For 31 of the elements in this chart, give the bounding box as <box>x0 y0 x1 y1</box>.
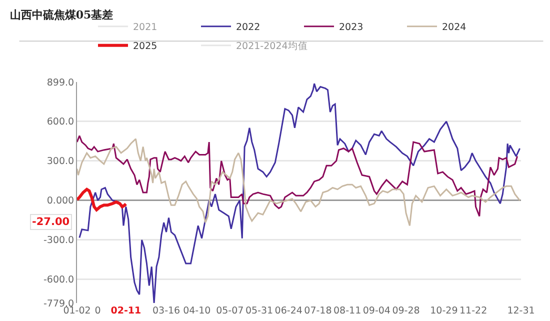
legend-label: 2023 <box>339 22 364 34</box>
x-tick-label: 01-02 <box>63 306 91 316</box>
x-tick-label: 0 <box>94 306 101 316</box>
x-tick-label: 02-11 <box>110 306 142 316</box>
legend-label: 2024 <box>442 22 466 34</box>
line-series <box>78 82 521 303</box>
y-tick-label: 899.0 <box>46 77 74 88</box>
legend-label: 2025 <box>133 41 158 52</box>
legend-label: 2021 <box>133 22 158 34</box>
y-tick-label: 300.0 <box>46 156 74 168</box>
x-tick-label: 08-11 <box>334 306 362 316</box>
line-series <box>77 188 128 212</box>
y-tick-label: 0.000 <box>46 196 74 207</box>
x-tick-label: 06-24 <box>274 306 302 316</box>
x-tick-label: 07-18 <box>304 306 332 316</box>
chart-title: 山西中硫焦煤05基差 <box>10 8 114 22</box>
legend-label: 2022 <box>236 22 260 34</box>
legend-label: 2021-2024均值 <box>236 40 308 52</box>
y-tick-label: -600.0 <box>43 274 74 286</box>
x-tick-label: 11-22 <box>459 306 488 316</box>
x-tick-label: 05-31 <box>245 306 274 316</box>
x-tick-label: 03-16 <box>152 306 180 316</box>
x-tick-label: 09-28 <box>392 306 420 316</box>
x-tick-label: 12-31 <box>507 306 535 316</box>
y-tick-label: -300.0 <box>43 235 74 246</box>
x-tick-label: 10-29 <box>430 306 458 316</box>
x-tick-label: 04-10 <box>183 306 211 316</box>
x-tick-label: 09-04 <box>362 306 390 316</box>
text: -27.00 <box>32 216 70 228</box>
x-tick-label: 05-07 <box>216 306 244 316</box>
y-tick-label: 600.0 <box>46 116 74 128</box>
